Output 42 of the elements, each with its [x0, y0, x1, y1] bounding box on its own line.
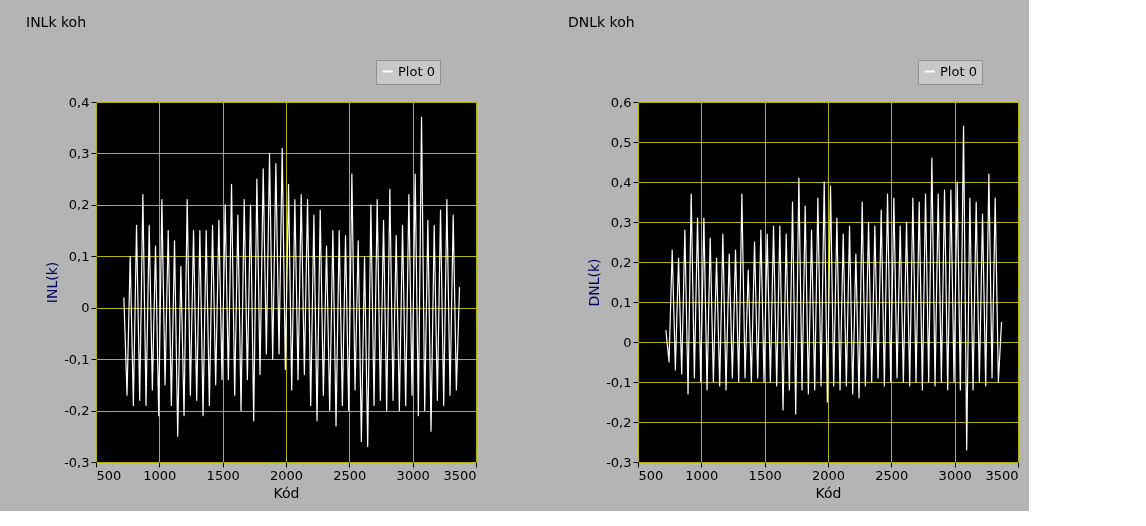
y-tick-label: -0,3: [64, 454, 90, 470]
y-tick-label: 0,2: [68, 197, 90, 213]
x-tick-label: 1000: [685, 467, 719, 483]
y-tick-label: 0,4: [610, 174, 632, 190]
x-tick-label: 3500: [443, 467, 477, 483]
x-tick-label: 1500: [748, 467, 782, 483]
y-tick-label: -0,3: [606, 454, 632, 470]
y-tick-label: 0: [623, 334, 632, 350]
y-tick-label: 0,5: [610, 134, 632, 150]
x-tick-label: 2500: [333, 467, 367, 483]
y-axis-title: INL(k): [44, 261, 61, 304]
x-tick-label: 1500: [206, 467, 240, 483]
y-tick-label: 0,3: [68, 145, 90, 161]
y-tick-label: 0,1: [68, 248, 90, 264]
y-tick-label: -0,1: [606, 374, 632, 390]
chart-title: DNLk koh: [568, 13, 635, 30]
y-tick-label: 0,2: [610, 254, 632, 270]
y-axis-title: DNL(k): [586, 258, 603, 307]
chart-title: INLk koh: [26, 13, 87, 30]
y-tick-label: 0,6: [610, 94, 632, 110]
line-series: [665, 125, 1003, 451]
x-tick-label: 3000: [938, 467, 972, 483]
y-tick-label: 0,1: [610, 294, 632, 310]
legend-label: Plot 0: [940, 63, 977, 79]
y-tick-label: -0,2: [64, 403, 90, 419]
legend-label: Plot 0: [398, 63, 435, 79]
x-axis-title: Kód: [273, 484, 300, 501]
x-axis-title: Kód: [815, 484, 842, 501]
y-tick-label: -0,2: [606, 414, 632, 430]
y-tick-label: -0,1: [64, 351, 90, 367]
line-series: [123, 116, 461, 448]
x-tick-label: 2000: [269, 467, 304, 483]
x-tick-label: 2500: [875, 467, 909, 483]
y-tick-label: 0: [81, 300, 90, 316]
x-tick-label: 500: [96, 467, 122, 483]
x-tick-label: 500: [638, 467, 664, 483]
y-tick-label: 0,4: [68, 94, 90, 110]
x-tick-label: 3000: [396, 467, 430, 483]
x-tick-label: 3500: [985, 467, 1019, 483]
y-tick-label: 0,3: [610, 214, 632, 230]
x-tick-label: 1000: [143, 467, 177, 483]
x-tick-label: 2000: [811, 467, 846, 483]
